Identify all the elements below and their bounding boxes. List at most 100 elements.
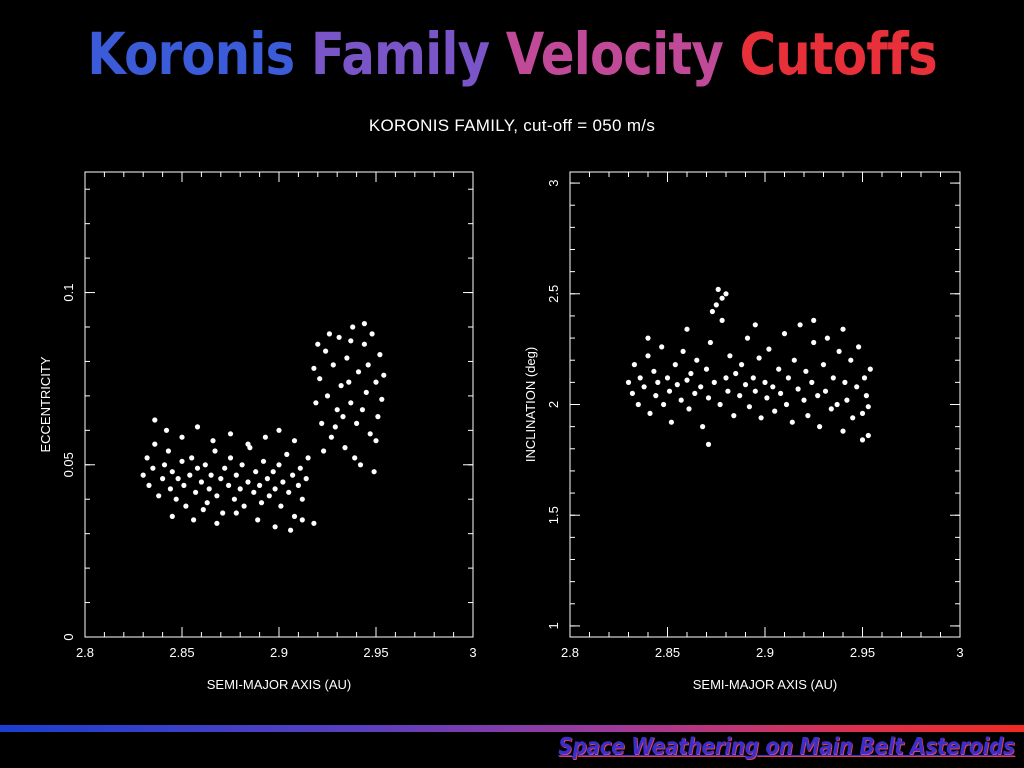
data-point bbox=[824, 335, 831, 341]
data-point bbox=[756, 355, 762, 361]
data-point bbox=[381, 372, 387, 378]
data-point bbox=[863, 393, 870, 399]
data-point bbox=[664, 375, 671, 381]
data-point bbox=[150, 465, 156, 471]
x-tick-label: 2.8 bbox=[561, 645, 579, 660]
data-point bbox=[222, 465, 228, 471]
data-point bbox=[840, 326, 846, 332]
data-point bbox=[856, 344, 862, 350]
data-point bbox=[233, 472, 239, 478]
data-point bbox=[181, 482, 187, 488]
data-point bbox=[315, 341, 321, 347]
data-point bbox=[311, 365, 317, 371]
inclination-plot: 2.8 2.85 2.9 2.95 3 1 1.5 2 2.5 3 SEMI-MAJOR AXIS … bbox=[523, 171, 964, 692]
data-point bbox=[797, 322, 803, 328]
data-point bbox=[789, 419, 795, 425]
data-point bbox=[321, 448, 327, 454]
x-tick-label: 2.9 bbox=[270, 645, 288, 660]
data-point bbox=[723, 375, 729, 381]
data-point bbox=[346, 379, 352, 385]
x-tick-label: 2.85 bbox=[169, 645, 194, 660]
data-point bbox=[367, 431, 373, 437]
data-point bbox=[183, 503, 189, 509]
data-point bbox=[725, 388, 731, 394]
data-point bbox=[731, 413, 737, 419]
data-point bbox=[165, 448, 171, 454]
data-point bbox=[859, 410, 866, 416]
data-point bbox=[218, 476, 224, 482]
data-point bbox=[645, 353, 651, 359]
data-point bbox=[198, 479, 204, 485]
data-point bbox=[688, 370, 694, 377]
data-point bbox=[850, 415, 856, 421]
data-point bbox=[717, 401, 723, 408]
data-point bbox=[373, 438, 379, 444]
data-point bbox=[629, 390, 636, 396]
y-tick-label: 2.5 bbox=[546, 285, 561, 303]
data-point bbox=[746, 404, 753, 410]
data-point bbox=[241, 503, 247, 509]
data-point bbox=[140, 472, 146, 478]
data-point bbox=[772, 408, 778, 414]
plot-frame bbox=[569, 171, 961, 638]
data-point bbox=[257, 482, 263, 488]
x-axis-label: SEMI-MAJOR AXIS (AU) bbox=[207, 677, 351, 692]
data-point bbox=[752, 322, 758, 328]
title-word: Velocity bbox=[505, 20, 724, 88]
data-point bbox=[776, 366, 782, 372]
data-point bbox=[266, 493, 272, 499]
data-point bbox=[641, 384, 647, 390]
title-word: Koronis bbox=[87, 20, 295, 88]
data-point bbox=[795, 386, 801, 392]
data-point bbox=[206, 486, 212, 492]
title-word: Cutoffs bbox=[739, 20, 937, 88]
data-point bbox=[214, 520, 220, 526]
data-point bbox=[299, 496, 305, 502]
data-point bbox=[179, 458, 185, 464]
data-point bbox=[191, 517, 197, 523]
data-point bbox=[651, 368, 657, 374]
data-point bbox=[350, 324, 356, 330]
data-point bbox=[278, 503, 284, 509]
data-point bbox=[750, 375, 756, 381]
data-point bbox=[200, 507, 206, 513]
data-point bbox=[357, 462, 364, 468]
data-point bbox=[317, 376, 323, 382]
data-point bbox=[785, 375, 792, 381]
data-point bbox=[270, 469, 276, 475]
x-tick-label: 3 bbox=[956, 645, 963, 660]
data-point bbox=[791, 357, 797, 363]
y-tick-label: 0 bbox=[61, 633, 76, 640]
data-point bbox=[371, 469, 377, 475]
data-point bbox=[661, 401, 667, 408]
data-point bbox=[705, 395, 712, 401]
data-point bbox=[733, 370, 739, 377]
data-point bbox=[766, 346, 772, 352]
data-point bbox=[276, 427, 282, 433]
x-axis-label: SEMI-MAJOR AXIS (AU) bbox=[693, 677, 837, 692]
data-point bbox=[313, 400, 319, 406]
data-point bbox=[251, 489, 257, 495]
x-tick-label: 2.95 bbox=[850, 645, 875, 660]
data-point bbox=[723, 291, 729, 297]
data-point bbox=[342, 445, 348, 451]
data-point bbox=[645, 335, 651, 341]
data-point bbox=[210, 438, 216, 444]
data-point bbox=[324, 393, 331, 399]
data-point bbox=[803, 368, 809, 374]
data-point bbox=[169, 513, 175, 519]
data-point bbox=[822, 388, 829, 394]
data-point bbox=[711, 379, 717, 385]
data-point bbox=[830, 375, 836, 381]
data-point bbox=[805, 413, 811, 419]
x-tick-label: 3 bbox=[469, 645, 476, 660]
y-tick-label: 1 bbox=[546, 622, 561, 629]
data-point bbox=[713, 302, 719, 308]
footer-caption: Space Weathering on Main Belt Asteroids bbox=[557, 734, 1015, 760]
data-point bbox=[715, 286, 721, 292]
data-point bbox=[348, 338, 354, 344]
data-point bbox=[834, 401, 840, 408]
data-point bbox=[848, 357, 854, 363]
data-point bbox=[187, 472, 193, 478]
data-point bbox=[323, 348, 329, 354]
